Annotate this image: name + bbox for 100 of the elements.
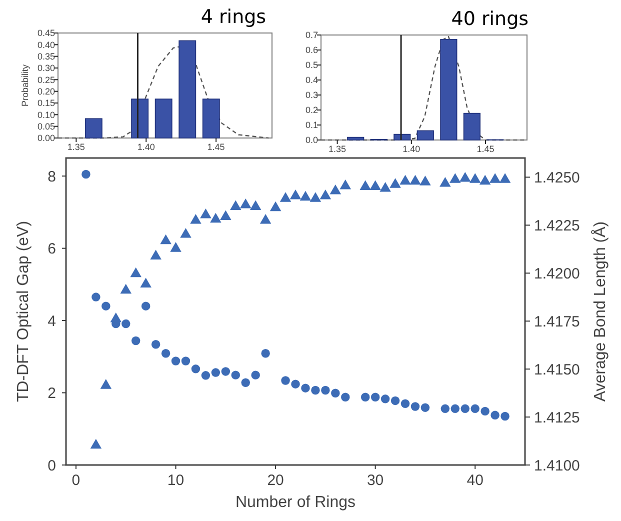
y-tick-label: 0.2: [305, 105, 318, 116]
point: [450, 173, 461, 183]
x-tick-label: 10: [167, 472, 184, 489]
point: [321, 386, 330, 395]
point: [122, 319, 130, 328]
y-tick-label: 0.05: [37, 121, 55, 132]
x-tick-label: 1.45: [207, 142, 225, 152]
point: [221, 367, 230, 376]
y2-tick-label: 1.4225: [534, 217, 580, 234]
point: [250, 200, 262, 210]
x-tick-label: 1.45: [476, 144, 494, 154]
point: [110, 312, 122, 322]
point: [489, 173, 501, 183]
y2-tick-label: 1.4175: [534, 313, 580, 330]
y-tick-label: 0.4: [305, 75, 318, 86]
point: [200, 208, 212, 218]
chart-title: 4 rings: [200, 6, 266, 28]
point: [490, 410, 500, 420]
point: [480, 406, 490, 416]
point: [161, 349, 170, 358]
point: [440, 177, 451, 187]
point: [460, 404, 470, 414]
point: [380, 394, 390, 404]
y-tick-label: 0.7: [305, 30, 318, 40]
point: [180, 228, 192, 238]
point: [370, 392, 380, 402]
point: [100, 379, 112, 389]
y-tick-label: 0.1: [305, 120, 318, 130]
point: [191, 364, 200, 374]
point: [171, 356, 180, 366]
point: [320, 189, 332, 200]
point: [102, 302, 110, 310]
point: [479, 174, 491, 185]
point: [340, 180, 352, 190]
x-tick-label: 1.35: [67, 142, 85, 152]
line-series: [320, 36, 528, 141]
point: [130, 267, 142, 278]
point: [420, 176, 431, 186]
point: [331, 388, 340, 398]
point: [150, 250, 162, 260]
point: [400, 174, 411, 185]
y2-tick-label: 1.4200: [534, 265, 580, 282]
y-tick-label: 0.20: [37, 86, 55, 96]
point: [120, 284, 132, 294]
point: [469, 173, 481, 183]
point: [500, 412, 510, 421]
point: [311, 386, 320, 395]
point: [290, 189, 302, 200]
point: [90, 438, 102, 449]
y2-tick-label: 1.4250: [534, 169, 580, 186]
x-tick-label: 1.35: [328, 144, 346, 154]
point: [201, 371, 210, 380]
x-tick-label: 30: [366, 472, 384, 489]
point: [450, 404, 460, 414]
y-tick-label: 0.25: [37, 74, 55, 85]
y-tick-label: 0.0: [305, 135, 318, 146]
point: [301, 384, 310, 392]
y-tick-label: 0.3: [305, 90, 318, 100]
point: [330, 184, 342, 194]
point: [410, 174, 421, 185]
point: [140, 278, 152, 288]
point: [420, 403, 430, 412]
point: [410, 402, 420, 411]
point: [499, 173, 511, 183]
x-tick-label: 1.40: [137, 142, 155, 152]
point: [160, 234, 172, 244]
y-axis-title: TD-DFT Optical Gap (eV): [15, 220, 32, 402]
point: [151, 340, 160, 349]
point: [260, 214, 272, 224]
y-tick-label: 0.45: [37, 28, 55, 38]
point: [280, 192, 292, 202]
y-tick-label: 0.15: [37, 98, 55, 108]
y2-tick-label: 1.4150: [534, 361, 580, 378]
point: [211, 368, 220, 377]
y-tick-label: 0: [48, 457, 56, 474]
point: [231, 370, 240, 380]
y-tick-label: 0.40: [37, 40, 55, 50]
y-tick-label: 4: [48, 312, 56, 330]
point: [300, 190, 312, 201]
y-tick-label: 8: [48, 168, 56, 186]
point: [82, 170, 90, 179]
x-tick-label: 0: [72, 472, 80, 489]
point: [230, 200, 242, 210]
point: [281, 376, 290, 385]
y-tick-label: 0.35: [37, 51, 55, 62]
y-axis-title: Probability: [20, 64, 30, 107]
y-tick-label: 0.6: [305, 45, 318, 56]
y-tick-label: 0.10: [37, 110, 55, 120]
point: [470, 404, 480, 414]
x-axis-title: Number of Rings: [235, 494, 356, 511]
chart-title: 40 rings: [451, 8, 529, 30]
x-tick-label: 20: [267, 472, 284, 489]
point: [360, 180, 371, 190]
point: [341, 392, 350, 402]
point: [390, 178, 401, 188]
y2-tick-label: 1.4125: [534, 409, 580, 426]
point: [261, 349, 270, 358]
point: [240, 198, 252, 208]
point: [310, 192, 322, 202]
y2-tick-label: 1.4100: [534, 457, 580, 474]
